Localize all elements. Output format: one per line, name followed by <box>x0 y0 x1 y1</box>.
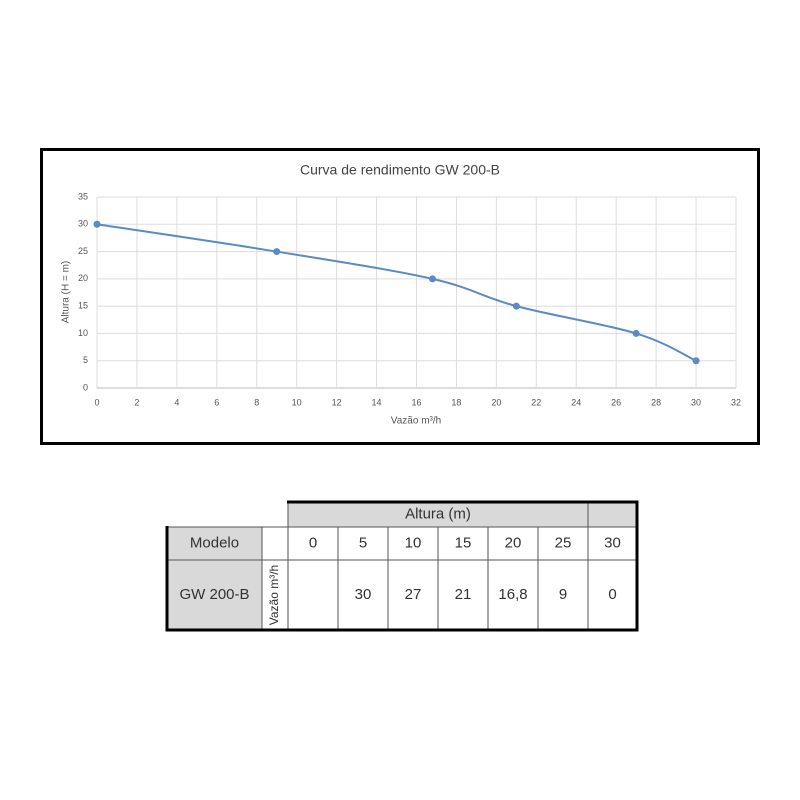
height-header: 20 <box>505 534 522 551</box>
data-point <box>273 248 281 256</box>
x-tick-label: 16 <box>411 397 421 407</box>
x-tick-label: 30 <box>691 397 701 407</box>
x-tick-label: 4 <box>174 397 179 407</box>
height-header: 10 <box>405 534 422 551</box>
unit-label-cell <box>261 559 289 631</box>
data-point <box>632 329 640 337</box>
flow-value: 16,8 <box>498 586 527 603</box>
unit-header-cell <box>261 526 289 561</box>
data-point <box>692 357 700 365</box>
height-header-cell <box>287 526 339 561</box>
table-corner <box>165 500 287 526</box>
flow-value: 30 <box>355 586 372 603</box>
flow-value-cell <box>437 559 489 631</box>
y-tick-label: 25 <box>78 246 88 256</box>
x-tick-label: 18 <box>451 397 461 407</box>
height-header-cell <box>587 526 638 561</box>
height-header-cell <box>387 526 439 561</box>
height-header-cell <box>337 526 389 561</box>
y-tick-label: 15 <box>78 301 88 311</box>
unit-label: Vazão m³/h <box>267 565 281 625</box>
flow-value: 27 <box>405 586 422 603</box>
x-tick-label: 8 <box>254 397 259 407</box>
y-tick-label: 5 <box>83 355 88 365</box>
data-point <box>512 302 520 310</box>
x-tick-label: 20 <box>491 397 501 407</box>
y-axis-label: Altura (H = m) <box>61 261 72 324</box>
chart-title: Curva de rendimento GW 200-B <box>300 162 500 178</box>
height-header: 5 <box>359 534 367 551</box>
x-tick-label: 14 <box>372 397 382 407</box>
data-point <box>93 220 101 228</box>
y-tick-label: 0 <box>83 382 88 392</box>
table: Altura (m) Modelo 0 5 10 15 20 25 30 GW 200-B Vazã… <box>165 500 639 632</box>
x-tick-label: 2 <box>134 397 139 407</box>
y-tick-label: 35 <box>78 191 88 201</box>
x-tick-label: 6 <box>214 397 219 407</box>
x-axis-label: Vazão m³/h <box>391 416 441 427</box>
y-tick-label: 10 <box>78 328 88 338</box>
x-tick-label: 28 <box>651 397 661 407</box>
group-header: Altura (m) <box>405 505 471 522</box>
flow-value-cell <box>337 559 389 631</box>
height-header: 0 <box>309 534 317 551</box>
x-tick-label: 32 <box>731 397 741 407</box>
flow-value-cell <box>287 559 339 631</box>
model-name-cell <box>166 559 263 631</box>
flow-value-cell <box>537 559 589 631</box>
chart-frame <box>40 148 760 445</box>
x-tick-label: 22 <box>531 397 541 407</box>
model-name: GW 200-B <box>179 586 249 603</box>
header-blank-cell <box>587 501 638 528</box>
x-tick-label: 26 <box>611 397 621 407</box>
height-header-cell <box>437 526 489 561</box>
y-tick-label: 30 <box>78 219 88 229</box>
height-header-cell <box>487 526 539 561</box>
model-header-cell <box>166 526 263 561</box>
height-header: 25 <box>555 534 572 551</box>
model-header: Modelo <box>190 534 239 551</box>
height-header: 30 <box>604 534 621 551</box>
flow-value: 0 <box>608 586 616 603</box>
x-tick-label: 12 <box>332 397 342 407</box>
flow-value: 21 <box>455 586 472 603</box>
plot <box>93 220 700 365</box>
x-tick-label: 0 <box>94 397 99 407</box>
flow-value: 9 <box>559 586 567 603</box>
data-point <box>428 275 436 283</box>
height-header-cell <box>537 526 589 561</box>
x-tick-label: 10 <box>292 397 302 407</box>
x-tick-label: 24 <box>571 397 581 407</box>
height-header: 15 <box>455 534 472 551</box>
y-tick-label: 20 <box>78 273 88 283</box>
flow-value-cell <box>387 559 439 631</box>
flow-value-cell <box>487 559 539 631</box>
